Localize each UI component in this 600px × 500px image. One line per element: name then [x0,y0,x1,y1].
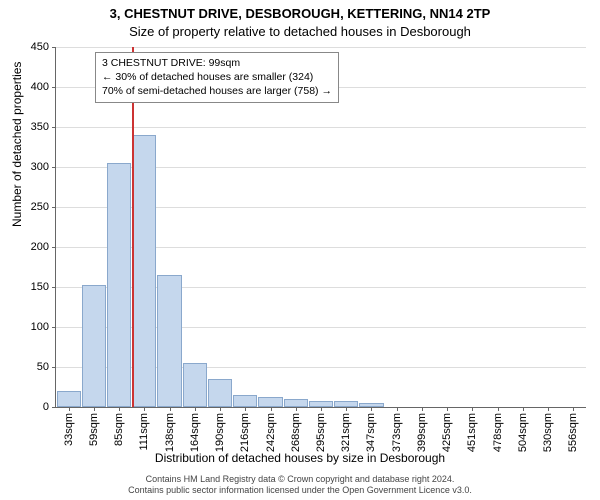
y-tick-label: 250 [31,201,56,213]
x-tick [144,407,145,411]
x-tick-label: 373sqm [391,413,403,452]
x-tick-label: 504sqm [517,413,529,452]
y-tick-label: 200 [31,241,56,253]
histogram-bar [208,379,232,407]
x-tick [119,407,120,411]
x-tick-label: 216sqm [239,413,251,452]
x-tick-label: 190sqm [214,413,226,452]
histogram-bar [284,399,308,407]
y-tick-label: 400 [31,81,56,93]
x-tick-label: 321sqm [340,413,352,452]
x-tick [573,407,574,411]
x-tick [523,407,524,411]
y-tick-label: 100 [31,321,56,333]
x-tick [498,407,499,411]
x-tick [548,407,549,411]
title-address: 3, CHESTNUT DRIVE, DESBOROUGH, KETTERING… [0,6,600,21]
annotation-box: 3 CHESTNUT DRIVE: 99sqm ← 30% of detache… [95,52,339,103]
x-tick-label: 59sqm [88,413,100,446]
x-tick [94,407,95,411]
x-tick-label: 530sqm [542,413,554,452]
histogram-bar [57,391,81,407]
title-subtitle: Size of property relative to detached ho… [0,24,600,39]
footer: Contains HM Land Registry data © Crown c… [0,474,600,497]
x-tick-label: 33sqm [63,413,75,446]
x-tick-label: 111sqm [138,413,150,451]
x-tick [321,407,322,411]
x-tick [422,407,423,411]
chart-container: 3, CHESTNUT DRIVE, DESBOROUGH, KETTERING… [0,0,600,500]
x-tick [296,407,297,411]
x-tick [220,407,221,411]
y-tick-label: 450 [31,41,56,53]
y-tick-label: 350 [31,121,56,133]
footer-line1: Contains HM Land Registry data © Crown c… [0,474,600,485]
x-tick-label: 347sqm [365,413,377,452]
annotation-line1: 3 CHESTNUT DRIVE: 99sqm [102,56,332,70]
y-axis-title: Number of detached properties [10,62,24,227]
histogram-bar [233,395,257,407]
x-tick [195,407,196,411]
x-tick-label: 556sqm [567,413,579,452]
y-tick-label: 300 [31,161,56,173]
x-tick-label: 85sqm [113,413,125,446]
histogram-bar [132,135,156,407]
x-tick [472,407,473,411]
x-tick-label: 164sqm [189,413,201,452]
x-tick [371,407,372,411]
chart-plot-area: 05010015020025030035040045033sqm59sqm85s… [55,47,586,408]
x-tick-label: 242sqm [265,413,277,452]
x-tick [69,407,70,411]
annotation-line2: ← 30% of detached houses are smaller (32… [102,70,332,84]
x-tick [271,407,272,411]
histogram-bar [258,397,282,407]
y-tick-label: 50 [37,361,56,373]
histogram-bar [157,275,181,407]
x-tick-label: 451sqm [466,413,478,452]
histogram-bar [107,163,131,407]
x-tick [170,407,171,411]
x-tick [447,407,448,411]
x-tick-label: 425sqm [441,413,453,452]
histogram-bar [82,285,106,407]
histogram-bar [183,363,207,407]
footer-line2: Contains public sector information licen… [0,485,600,496]
x-tick-label: 138sqm [164,413,176,452]
gridline-h [56,127,586,128]
x-tick-label: 295sqm [315,413,327,452]
x-tick-label: 268sqm [290,413,302,452]
y-tick-label: 0 [43,401,56,413]
x-tick-label: 399sqm [416,413,428,452]
x-tick [346,407,347,411]
annotation-line3: 70% of semi-detached houses are larger (… [102,84,332,98]
gridline-h [56,47,586,48]
x-tick [245,407,246,411]
x-tick-label: 478sqm [492,413,504,452]
x-axis-title: Distribution of detached houses by size … [0,451,600,465]
x-tick [397,407,398,411]
y-tick-label: 150 [31,281,56,293]
